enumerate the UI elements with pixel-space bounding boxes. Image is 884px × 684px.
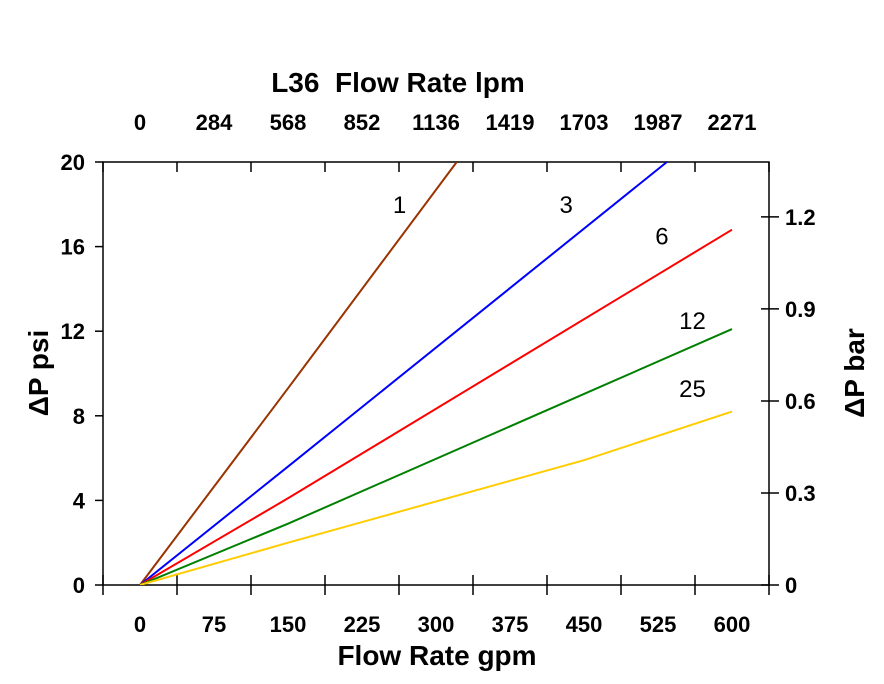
x2-tick-label: 0: [134, 110, 146, 135]
series-line-1: [139, 162, 458, 585]
x-tick-label: 75: [202, 612, 226, 637]
plot-frame: [102, 161, 770, 586]
x-tick-label: 150: [270, 612, 307, 637]
series-line-3: [139, 162, 668, 585]
series-line-12: [139, 328, 733, 585]
x2-tick-label: 1419: [486, 110, 535, 135]
y2-tick-label: 0: [785, 573, 797, 598]
y-tick-label: 0: [73, 573, 85, 598]
y-axis-title: ΔP psi: [23, 330, 54, 417]
y-tick-label: 20: [61, 150, 85, 175]
x2-tick-label: 568: [270, 110, 307, 135]
series-label-12: 12: [679, 308, 706, 335]
chart-title: L36 Flow Rate lpm: [271, 67, 525, 98]
y-tick-label: 12: [61, 319, 85, 344]
series-line-25: [139, 410, 733, 585]
x2-tick-label: 852: [344, 110, 381, 135]
y2-tick-label: 1.2: [785, 205, 816, 230]
x-tick-label: 300: [418, 612, 455, 637]
y-tick-label: 8: [73, 404, 85, 429]
x-tick-label: 225: [344, 612, 381, 637]
x-tick-label: 525: [640, 612, 677, 637]
y-tick-label: 4: [73, 488, 86, 513]
x2-tick-label: 284: [196, 110, 233, 135]
y2-tick-label: 0.9: [785, 297, 816, 322]
series-label-25: 25: [679, 376, 706, 403]
x2-tick-label: 1136: [412, 110, 460, 135]
x2-tick-label: 2271: [708, 110, 757, 135]
y2-tick-label: 0.6: [785, 389, 816, 414]
x-tick-label: 600: [714, 612, 751, 637]
x-tick-label: 0: [134, 612, 146, 637]
y2-tick-label: 0.3: [785, 481, 816, 506]
x-tick-label: 375: [492, 612, 529, 637]
x-tick-label: 450: [566, 612, 603, 637]
x2-tick-label: 1987: [634, 110, 683, 135]
series-line-6: [139, 228, 733, 585]
y-tick-label: 16: [61, 235, 85, 260]
series-label-6: 6: [655, 223, 668, 250]
x2-tick-label: 1703: [560, 110, 609, 135]
series-label-1: 1: [393, 192, 406, 219]
y2-axis-title: ΔP bar: [839, 328, 870, 418]
x-axis-title: Flow Rate gpm: [337, 640, 536, 671]
series-label-3: 3: [560, 192, 573, 219]
